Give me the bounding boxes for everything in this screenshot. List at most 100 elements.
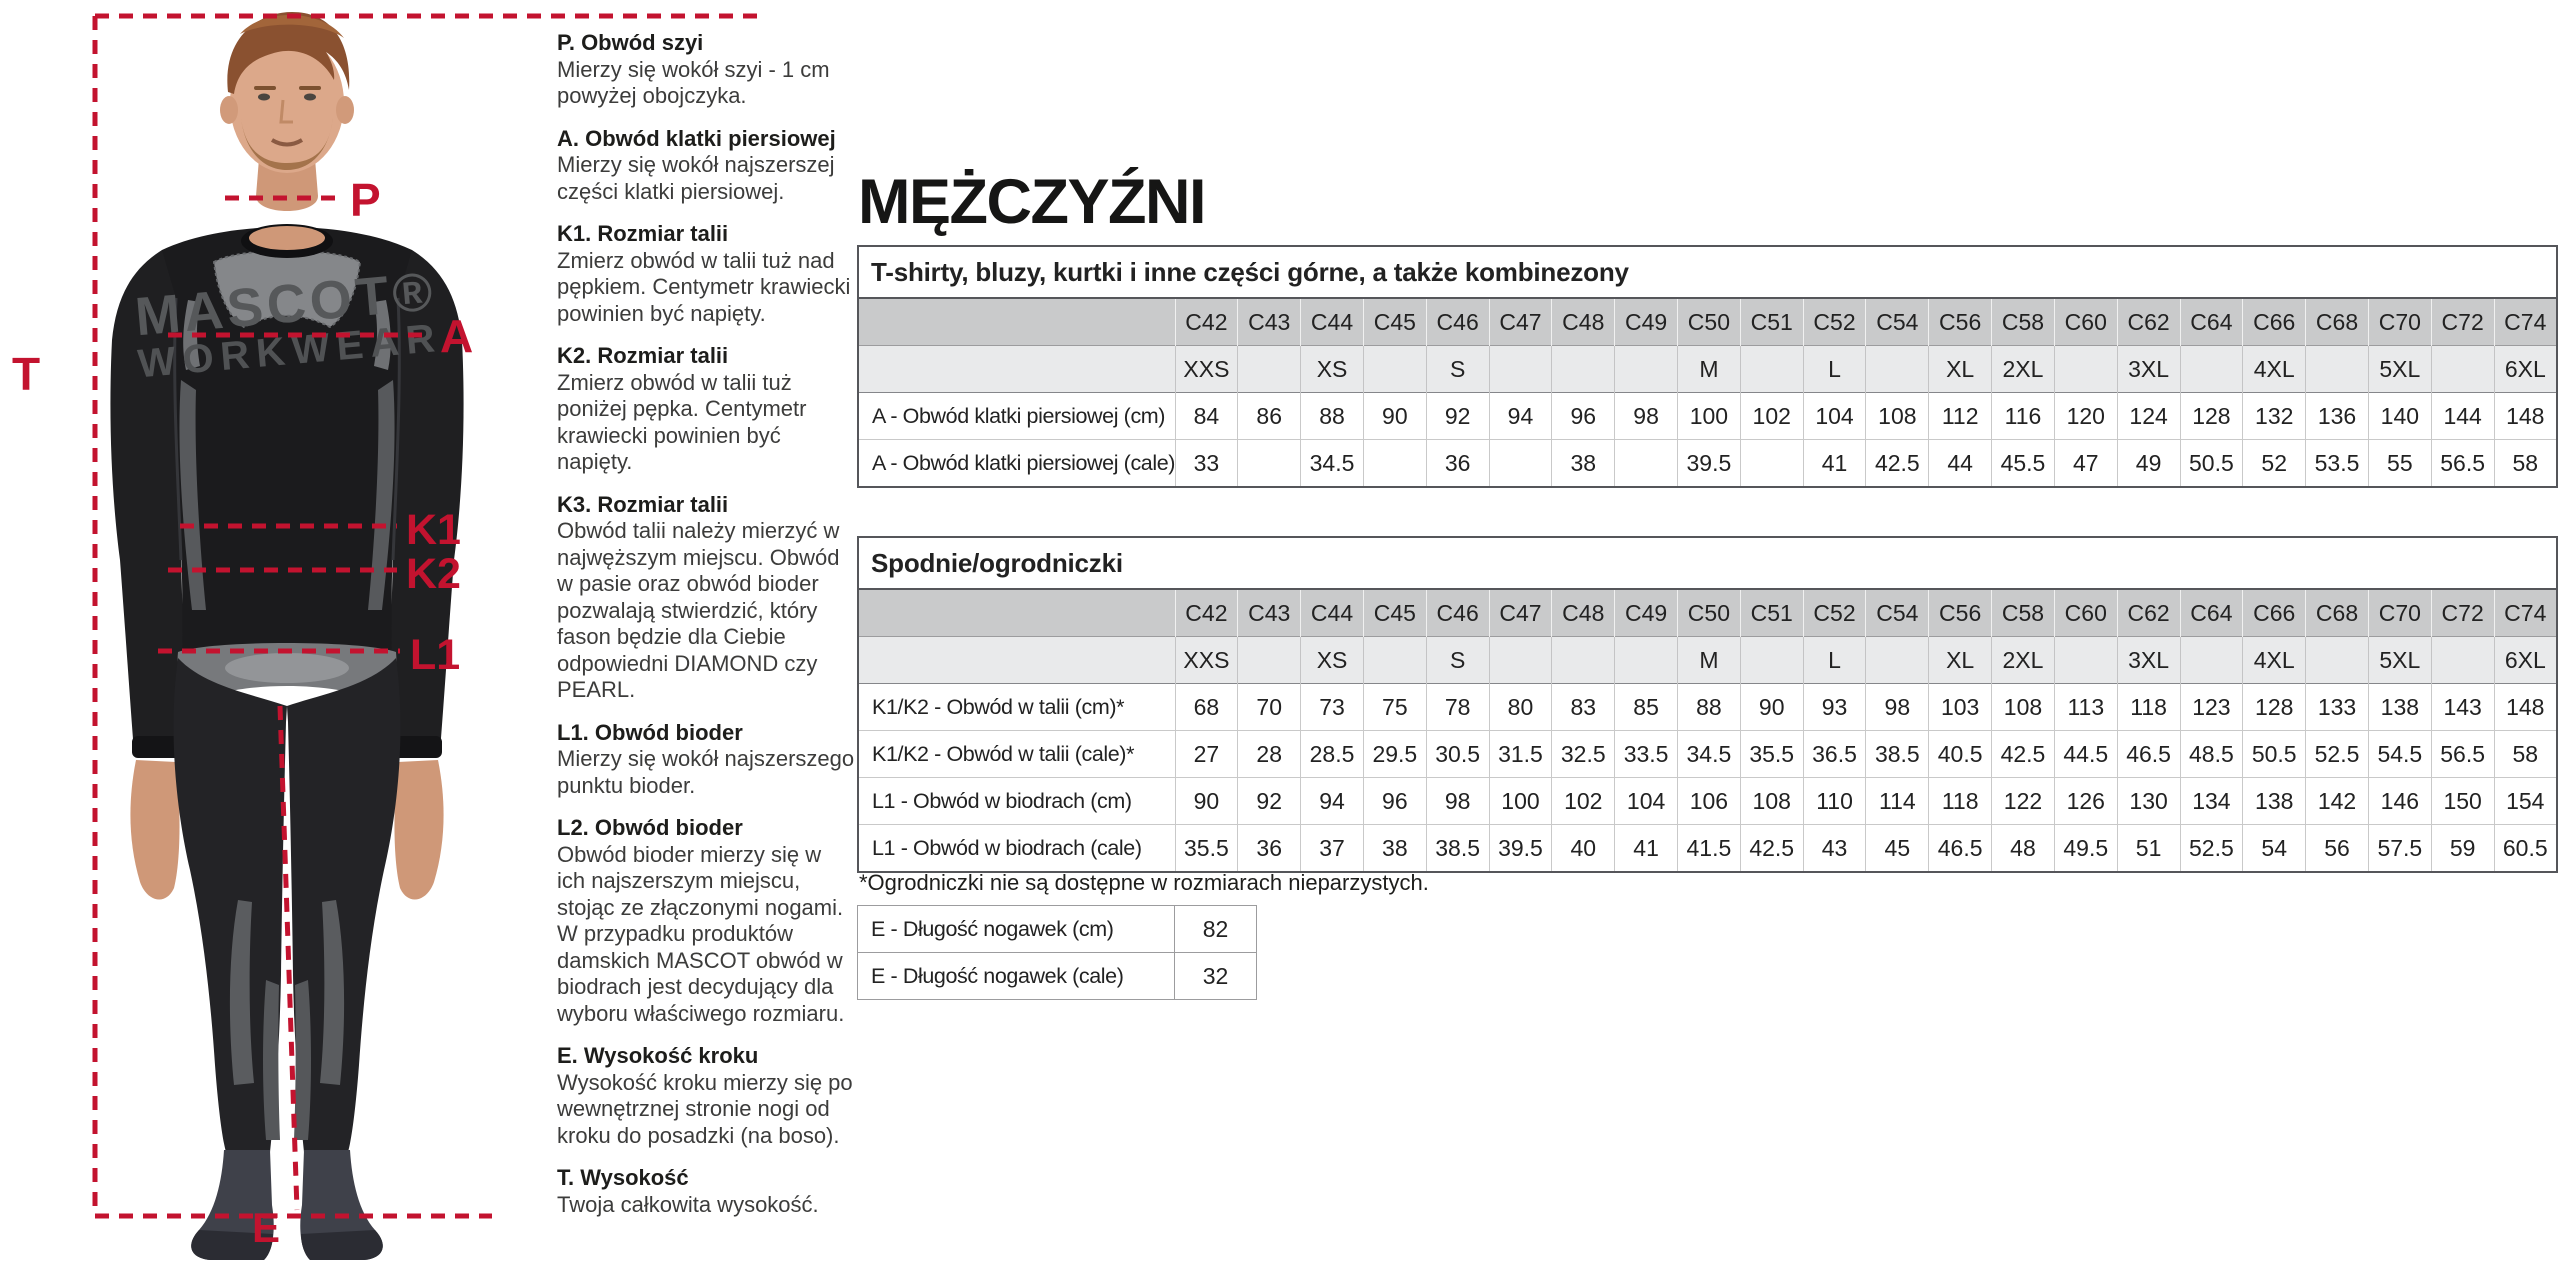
guide-section-body: Obwód bioder mierzy się w ich najszerszy… — [557, 841, 845, 1026]
value-cell — [1739, 439, 1804, 487]
table-row: L1 - Obwód w biodrach (cale) 35.5 36 37 38 38… — [858, 824, 2557, 872]
table-title: T-shirty, bluzy, kurtki i inne części gó… — [858, 246, 2557, 298]
guide-section-title: K3. Rozmiar talii — [557, 491, 729, 517]
size-letter-cell: 5XL — [2367, 636, 2432, 684]
value-cell: 32 — [1174, 952, 1257, 1000]
value-cell: 100 — [1677, 392, 1741, 440]
value-cell: 46.5 — [2116, 730, 2180, 778]
size-code-cell: C66 — [2242, 297, 2306, 346]
size-letter-cell: XXS — [1174, 345, 1238, 393]
value-cell: 35.5 — [1739, 730, 1804, 778]
value-cell: 51 — [2116, 824, 2180, 872]
value-cell: 59 — [2430, 824, 2495, 872]
guide-section: E. Wysokość kroku Wysokość kroku mierzy s… — [557, 1043, 855, 1149]
size-letter-cell — [2305, 636, 2369, 684]
value-cell: 134 — [2179, 777, 2243, 825]
guide-section-title: K1. Rozmiar talii — [557, 221, 729, 246]
size-code-cell: C60 — [2053, 588, 2118, 637]
size-code-cell: C74 — [2493, 588, 2557, 637]
size-code-cell: C50 — [1677, 588, 1741, 637]
size-letter-cell: M — [1677, 636, 1741, 684]
size-code-cell: C49 — [1614, 588, 1678, 637]
guide-section-body: Twoja całkowita wysokość. — [557, 1191, 819, 1217]
size-letter-cell: 3XL — [2116, 345, 2180, 393]
size-code-row: C42 C43 C44 C45 C46 C47 C48 C49 C50 C51 C52 C54 C56 C… — [858, 297, 2557, 346]
size-letter-cell — [2430, 345, 2495, 393]
value-cell: 103 — [1928, 683, 1992, 731]
value-cell: 124 — [2116, 392, 2180, 440]
table-title-row: T-shirty, bluzy, kurtki i inne części gó… — [858, 246, 2557, 298]
value-cell: 128 — [2179, 392, 2243, 440]
table-title: Spodnie/ogrodniczki — [858, 537, 2557, 589]
guide-section-title: L1. Obwód bioder — [557, 719, 743, 745]
value-cell: 104 — [1614, 777, 1678, 825]
value-cell: 85 — [1614, 683, 1678, 731]
size-letter-cell — [1488, 345, 1552, 393]
size-letter-cell: 6XL — [2493, 345, 2557, 393]
value-cell: 28 — [1237, 730, 1301, 778]
table-row: K1/K2 - Obwód w talii (cm)* 68 70 73 75 78 80 8… — [858, 683, 2557, 731]
value-cell: 27 — [1174, 730, 1238, 778]
value-cell: 118 — [2116, 683, 2180, 731]
size-code-row: C42 C43 C44 C45 C46 C47 C48 C49 C50 C51 C52 C54 C56 C… — [858, 588, 2557, 637]
measure-label-k1: K1 — [406, 506, 461, 554]
size-code-cell: C46 — [1425, 297, 1490, 346]
value-cell: 32.5 — [1551, 730, 1615, 778]
value-cell: 41 — [1802, 439, 1866, 487]
value-cell: 136 — [2305, 392, 2369, 440]
value-cell: 38 — [1551, 439, 1615, 487]
person-illustration: MASCOT® WORKWEAR — [110, 12, 464, 1260]
value-cell: 122 — [1991, 777, 2055, 825]
corner-cell — [857, 636, 1175, 684]
guide-section-title: K2. Rozmiar talii — [557, 343, 729, 368]
value-cell: 102 — [1739, 392, 1804, 440]
size-letter-cell — [1362, 345, 1427, 393]
size-letter-cell: 3XL — [2116, 636, 2180, 684]
value-cell: 56.5 — [2430, 730, 2495, 778]
value-cell: 54.5 — [2367, 730, 2432, 778]
value-cell: 130 — [2116, 777, 2180, 825]
footnote: *Ogrodniczki nie są dostępne w rozmiarac… — [859, 870, 1429, 895]
value-cell: 92 — [1237, 777, 1301, 825]
value-cell: 112 — [1928, 392, 1992, 440]
size-letter-cell: XXS — [1174, 636, 1238, 684]
value-cell: 41.5 — [1677, 824, 1741, 872]
upper-garments-size-table: T-shirty, bluzy, kurtki i inne części gó… — [857, 245, 2558, 488]
size-code-cell: C46 — [1425, 588, 1490, 637]
size-code-cell: C64 — [2179, 297, 2243, 346]
measure-label-t: T — [12, 348, 40, 400]
guide-section: A. Obwód klatki piersiowej Mierzy się wok… — [557, 126, 855, 206]
value-cell: 48 — [1991, 824, 2055, 872]
guide-section-body: Obwód talii należy mierzyć w najwęższym … — [557, 518, 840, 702]
measure-label-e: E — [252, 1204, 280, 1251]
row-label-cell: K1/K2 - Obwód w talii (cale)* — [858, 730, 1175, 778]
value-cell: 90 — [1739, 683, 1804, 731]
size-code-cell: C49 — [1614, 297, 1678, 346]
size-code-cell: C72 — [2430, 297, 2495, 346]
value-cell: 138 — [2367, 683, 2432, 731]
value-cell: 144 — [2430, 392, 2495, 440]
guide-section-body: Mierzy się wokół najszerszego punktu bio… — [557, 746, 855, 798]
guide-section: K1. Rozmiar talii Zmierz obwód w talii tu… — [557, 221, 855, 327]
value-cell: 33.5 — [1614, 730, 1678, 778]
value-cell: 108 — [1991, 683, 2055, 731]
value-cell: 40.5 — [1928, 730, 1992, 778]
size-letter-cell: XS — [1300, 636, 1364, 684]
size-letter-cell — [1865, 345, 1929, 393]
size-letter-cell — [1614, 636, 1678, 684]
value-cell: 138 — [2242, 777, 2306, 825]
value-cell: 90 — [1174, 777, 1238, 825]
guide-section: T. Wysokość Twoja całkowita wysokość. — [557, 1165, 855, 1218]
size-code-cell: C54 — [1865, 588, 1929, 637]
size-letter-cell — [2430, 636, 2495, 684]
measure-label-l1: L1 — [410, 631, 460, 679]
value-cell: 57.5 — [2367, 824, 2432, 872]
value-cell: 126 — [2053, 777, 2118, 825]
table-title-row: Spodnie/ogrodniczki — [858, 537, 2557, 589]
value-cell: 150 — [2430, 777, 2495, 825]
value-cell: 108 — [1739, 777, 1804, 825]
value-cell: 96 — [1362, 777, 1427, 825]
size-letter-cell: 4XL — [2242, 636, 2306, 684]
corner-cell — [858, 588, 1175, 637]
value-cell — [1614, 439, 1678, 487]
